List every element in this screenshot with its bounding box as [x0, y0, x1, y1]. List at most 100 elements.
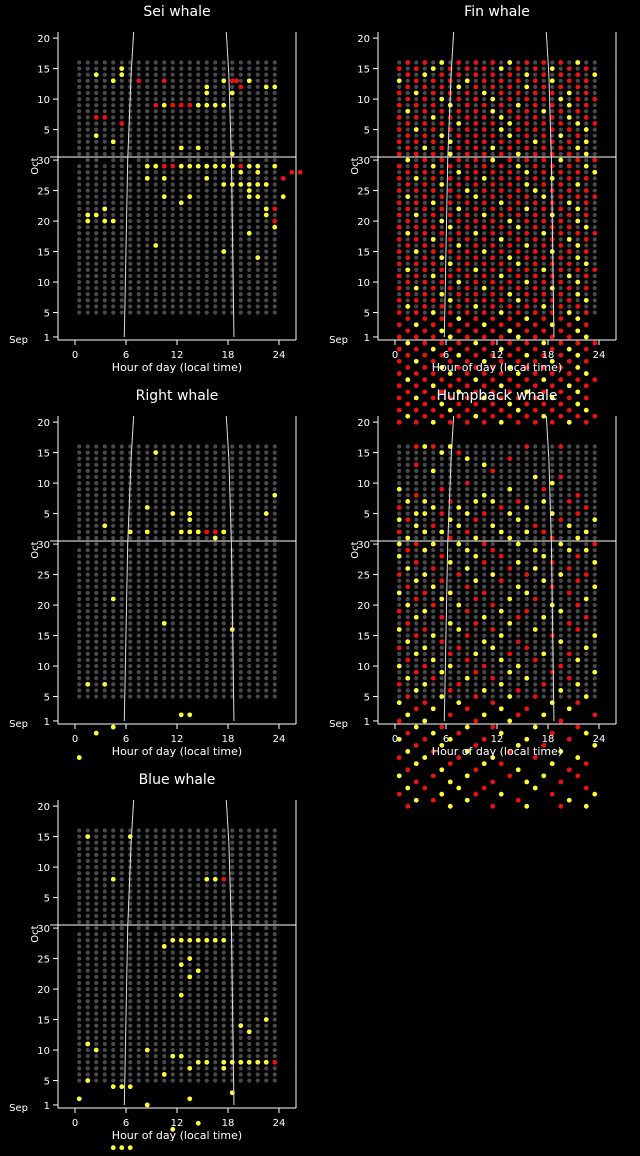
effort-dot	[111, 188, 115, 192]
effort-dot	[264, 219, 268, 223]
effort-dot	[179, 66, 183, 70]
effort-dot	[559, 188, 563, 192]
effort-dot	[77, 176, 81, 180]
effort-dot	[247, 304, 251, 308]
effort-dot	[542, 664, 546, 668]
detection-dot	[439, 133, 444, 138]
effort-dot	[397, 182, 401, 186]
detection-dot	[272, 493, 277, 498]
effort-dot	[86, 249, 90, 253]
detection-dot	[558, 72, 563, 77]
effort-dot	[584, 280, 588, 284]
effort-dot	[593, 176, 597, 180]
effort-dot	[448, 256, 452, 260]
effort-dot	[542, 597, 546, 601]
effort-dot	[137, 231, 141, 235]
detection-dot	[575, 316, 580, 321]
effort-dot	[154, 518, 158, 522]
effort-dot	[440, 591, 444, 595]
effort-dot	[162, 591, 166, 595]
effort-dot	[222, 658, 226, 662]
effort-dot	[256, 127, 260, 131]
effort-dot	[179, 487, 183, 491]
effort-dot	[145, 225, 149, 229]
effort-dot	[94, 682, 98, 686]
effort-dot	[406, 115, 410, 119]
effort-dot	[162, 207, 166, 211]
effort-dot	[491, 152, 495, 156]
effort-dot	[440, 274, 444, 278]
effort-dot	[205, 444, 209, 448]
effort-dot	[256, 274, 260, 278]
detection-dot	[490, 170, 495, 175]
effort-dot	[465, 572, 469, 576]
effort-dot	[145, 127, 149, 131]
detection-dot	[507, 377, 512, 382]
effort-dot	[264, 487, 268, 491]
detection-dot	[482, 274, 487, 279]
detection-dot	[422, 292, 427, 297]
effort-dot	[482, 195, 486, 199]
effort-dot	[137, 572, 141, 576]
effort-dot	[247, 97, 251, 101]
effort-dot	[137, 109, 141, 113]
detection-dot	[558, 304, 563, 309]
effort-dot	[154, 134, 158, 138]
effort-dot	[525, 262, 529, 266]
effort-dot	[247, 627, 251, 631]
effort-dot	[397, 579, 401, 583]
effort-dot	[137, 530, 141, 534]
effort-dot	[145, 511, 149, 515]
effort-dot	[196, 60, 200, 64]
detection-dot	[431, 237, 436, 242]
effort-dot	[179, 591, 183, 595]
detection-dot	[575, 243, 580, 248]
effort-dot	[94, 627, 98, 631]
effort-dot	[154, 213, 158, 217]
detection-dot	[439, 316, 444, 321]
effort-dot	[273, 256, 277, 260]
effort-dot	[542, 524, 546, 528]
detection-dot	[465, 115, 470, 120]
effort-dot	[256, 450, 260, 454]
effort-dot	[440, 481, 444, 485]
effort-dot	[137, 591, 141, 595]
effort-dot	[593, 640, 597, 644]
effort-dot	[431, 182, 435, 186]
detection-dot	[533, 420, 538, 425]
effort-dot	[171, 176, 175, 180]
effort-dot	[423, 66, 427, 70]
effort-dot	[154, 249, 158, 253]
effort-dot	[120, 170, 124, 174]
effort-dot	[213, 134, 217, 138]
effort-dot	[222, 469, 226, 473]
effort-dot	[406, 127, 410, 131]
detection-dot	[584, 188, 589, 193]
detection-dot	[490, 499, 495, 504]
effort-dot	[145, 524, 149, 528]
effort-dot	[593, 536, 597, 540]
detection-dot	[431, 164, 436, 169]
detection-dot	[465, 322, 470, 327]
effort-dot	[482, 231, 486, 235]
effort-dot	[94, 499, 98, 503]
effort-dot	[593, 310, 597, 314]
effort-dot	[264, 79, 268, 83]
effort-dot	[550, 450, 554, 454]
effort-dot	[154, 109, 158, 113]
effort-dot	[196, 109, 200, 113]
effort-dot	[120, 231, 124, 235]
effort-dot	[457, 225, 461, 229]
detection-dot	[111, 597, 116, 602]
detection-dot	[213, 536, 218, 541]
effort-dot	[222, 463, 226, 467]
effort-dot	[111, 664, 115, 668]
effort-dot	[77, 97, 81, 101]
effort-dot	[213, 188, 217, 192]
effort-dot	[111, 304, 115, 308]
effort-dot	[205, 633, 209, 637]
effort-dot	[111, 97, 115, 101]
effort-dot	[482, 109, 486, 113]
effort-dot	[213, 66, 217, 70]
effort-dot	[431, 572, 435, 576]
